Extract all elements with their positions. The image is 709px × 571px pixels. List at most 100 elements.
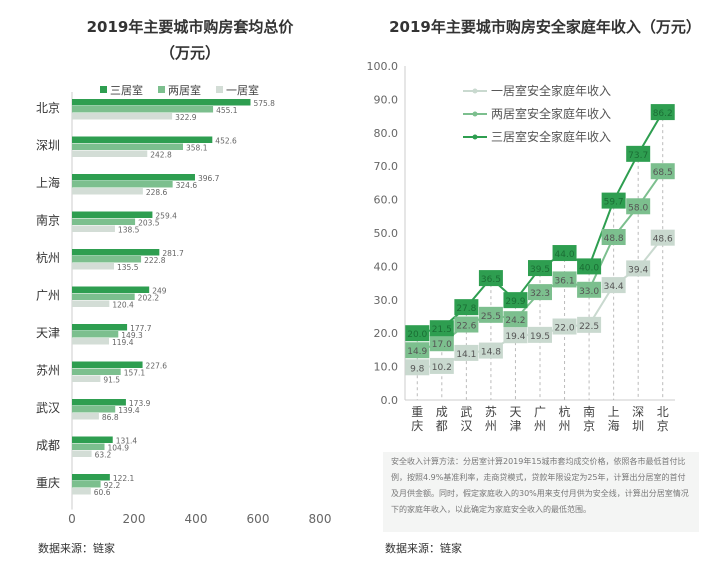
y-tick-label: 90.0 — [374, 93, 399, 106]
category-label: 苏 — [485, 405, 497, 419]
data-label: 10.2 — [432, 363, 452, 373]
data-label: 122.1 — [113, 474, 135, 483]
bar — [72, 488, 91, 495]
category-label: 重 — [411, 405, 423, 419]
data-point-box — [478, 306, 503, 323]
bar — [72, 211, 153, 218]
bar — [72, 150, 148, 157]
data-label: 9.8 — [410, 364, 425, 374]
data-point-box — [552, 245, 577, 262]
category-label: 北 — [657, 405, 669, 419]
data-label: 68.5 — [653, 168, 673, 178]
data-point-box — [454, 344, 479, 361]
data-label: 177.7 — [130, 324, 152, 333]
legend-marker — [472, 111, 478, 117]
data-point-box — [577, 258, 602, 275]
data-label: 59.7 — [604, 198, 624, 208]
data-label: 73.7 — [628, 151, 648, 161]
bar — [72, 361, 143, 368]
category-label: 都 — [436, 419, 448, 433]
legend-label: 一居室 — [226, 83, 259, 97]
data-point-box — [577, 281, 602, 298]
category-label: 南 — [583, 404, 595, 419]
bar — [72, 368, 121, 375]
bar — [72, 474, 110, 481]
x-tick-label: 800 — [309, 512, 332, 526]
category-label: 汉 — [460, 419, 472, 433]
data-label: 34.4 — [604, 282, 624, 292]
category-label: 上海 — [36, 175, 60, 190]
category-label: 南京 — [36, 213, 60, 228]
legend-marker — [472, 88, 478, 94]
data-label: 92.2 — [104, 481, 121, 490]
data-label: 222.8 — [144, 256, 166, 265]
data-label: 358.1 — [186, 144, 208, 153]
category-label: 苏州 — [36, 364, 60, 378]
data-point-box — [626, 145, 651, 162]
data-point-box — [405, 325, 430, 342]
right-chart-title: 2019年主要城市购房安全家庭年收入（万元） — [389, 18, 701, 36]
bar — [72, 331, 119, 338]
legend-label: 三居室 — [110, 83, 143, 97]
bar — [72, 174, 195, 181]
bar — [72, 406, 116, 413]
bar — [72, 225, 115, 232]
category-label: 杭 — [559, 404, 571, 419]
category-label: 京 — [583, 419, 595, 433]
data-point-box — [503, 327, 528, 344]
bar — [72, 300, 110, 307]
data-label: 24.2 — [505, 316, 525, 326]
data-label: 139.4 — [118, 406, 140, 415]
category-label: 成 — [436, 405, 448, 419]
data-label: 60.6 — [94, 488, 111, 497]
data-label: 157.1 — [124, 369, 146, 378]
data-label: 452.6 — [215, 137, 237, 146]
data-label: 20.0 — [407, 330, 427, 340]
bar — [72, 450, 92, 457]
data-label: 48.6 — [653, 235, 673, 245]
data-label: 48.8 — [604, 234, 624, 244]
data-label: 14.9 — [407, 347, 427, 357]
y-tick-label: 20.0 — [374, 327, 399, 340]
x-tick-label: 200 — [123, 512, 146, 526]
bar — [72, 375, 101, 382]
data-point-box — [528, 260, 552, 277]
category-label: 州 — [485, 419, 497, 433]
data-label: 27.8 — [456, 304, 476, 314]
bar — [72, 99, 251, 106]
y-tick-label: 100.0 — [367, 60, 399, 73]
data-label: 63.2 — [95, 451, 112, 460]
left-chart-title: 2019年主要城市购房套均总价 （万元） — [40, 14, 340, 66]
left-subtitle: （万元） — [159, 44, 220, 62]
right-source: 数据来源：链家 — [385, 542, 462, 555]
data-label: 119.4 — [112, 338, 134, 347]
method-note: 安全收入计算方法：分居室计算2019年15城市套均成交价格，依照各市最低首付比例… — [383, 452, 699, 532]
data-point-box — [503, 311, 528, 328]
data-label: 149.3 — [121, 331, 143, 340]
data-label: 173.9 — [129, 399, 151, 408]
bar — [72, 413, 99, 420]
data-point-box — [503, 292, 528, 309]
data-label: 33.0 — [579, 287, 599, 297]
bar — [72, 293, 135, 300]
category-label: 圳 — [632, 419, 644, 433]
y-tick-label: 40.0 — [374, 260, 399, 273]
data-label: 249 — [152, 287, 167, 296]
data-label: 575.8 — [253, 99, 275, 108]
legend-label: 三居室安全家庭年收入 — [491, 129, 611, 144]
data-point-box — [405, 359, 430, 376]
x-tick-label: 0 — [68, 512, 76, 526]
data-point-box — [626, 198, 651, 215]
y-tick-label: 0.0 — [381, 394, 399, 407]
data-point-box — [552, 318, 577, 335]
data-point-box — [429, 357, 454, 374]
data-label: 242.8 — [150, 151, 172, 160]
bar — [72, 286, 150, 293]
data-label: 135.5 — [117, 263, 139, 272]
category-label: 广 — [534, 405, 546, 419]
data-label: 19.4 — [505, 332, 525, 342]
data-label: 19.5 — [530, 332, 550, 342]
data-label: 40.0 — [579, 263, 599, 273]
data-label: 104.9 — [108, 444, 130, 453]
category-label: 海 — [608, 418, 620, 433]
